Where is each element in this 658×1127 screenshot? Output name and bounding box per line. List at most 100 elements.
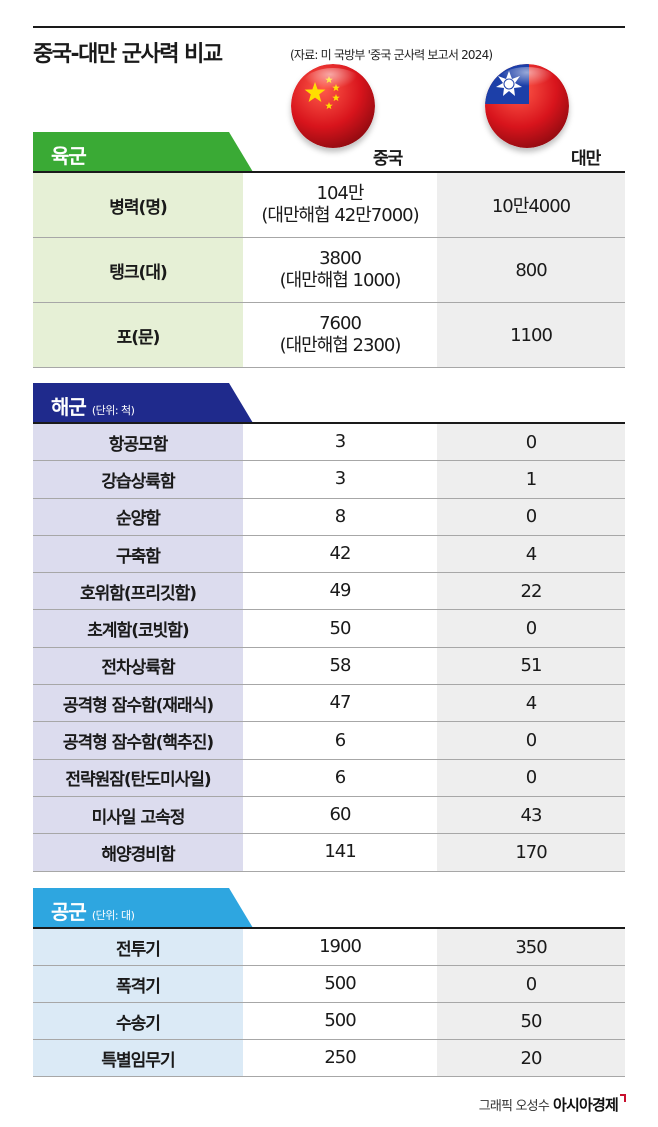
navy-unit: (단위: 척)	[91, 404, 135, 417]
air-header-shape	[33, 888, 253, 928]
navy-divider	[33, 422, 625, 424]
table-row: 미사일 고속정 60 43	[33, 796, 625, 835]
table-row: 공격형 잠수함(재래식) 47 4	[33, 685, 625, 723]
top-rule	[33, 26, 625, 28]
navy-china-value: 60	[243, 796, 437, 834]
navy-taiwan-value: 51	[437, 647, 625, 685]
navy-taiwan-value: 0	[437, 610, 625, 647]
taiwan-flag-icon	[485, 64, 569, 148]
table-row: 수송기 500 50	[33, 1003, 625, 1040]
navy-title-text: 해군	[51, 395, 87, 419]
navy-section-header: 해군 (단위: 척)	[33, 383, 253, 423]
navy-row-label: 전략원잠(탄도미사일)	[33, 759, 243, 796]
china-strait-value: (대만해협 2300)	[279, 335, 402, 356]
air-row-label: 특별임무기	[33, 1040, 243, 1076]
brand-mark-icon	[620, 1094, 626, 1102]
air-china-value: 250	[243, 1040, 437, 1076]
air-taiwan-value: 20	[437, 1040, 625, 1076]
army-taiwan-value: 1100	[437, 303, 625, 367]
navy-china-value: 58	[243, 647, 437, 685]
navy-row-label: 강습상륙함	[33, 461, 243, 498]
navy-china-value: 3	[243, 461, 437, 498]
air-divider	[33, 927, 625, 929]
army-china-value: 7600 (대만해협 2300)	[243, 303, 437, 367]
navy-row-label: 미사일 고속정	[33, 796, 243, 834]
table-row: 포(문) 7600 (대만해협 2300) 1100	[33, 303, 625, 368]
table-row: 공격형 잠수함(핵추진) 6 0	[33, 722, 625, 760]
navy-taiwan-value: 4	[437, 685, 625, 722]
navy-row-label: 공격형 잠수함(핵추진)	[33, 722, 243, 759]
table-row: 초계함(코빗함) 50 0	[33, 610, 625, 648]
navy-row-label: 해양경비함	[33, 834, 243, 871]
navy-row-label: 호위함(프리깃함)	[33, 573, 243, 610]
taiwan-label: 대만	[571, 149, 601, 169]
navy-taiwan-value: 0	[437, 722, 625, 759]
air-table: 전투기 1900 350 폭격기 500 0 수송기 500 50 특별임무기 250 20	[33, 929, 625, 1077]
table-row: 해양경비함 141 170	[33, 834, 625, 872]
china-strait-value: (대만해협 1000)	[279, 270, 402, 291]
air-china-value: 500	[243, 1003, 437, 1039]
air-china-value: 1900	[243, 929, 437, 965]
navy-taiwan-value: 0	[437, 498, 625, 535]
navy-china-value: 6	[243, 722, 437, 759]
army-china-value: 104만 (대만해협 42만7000)	[243, 173, 437, 237]
army-divider	[33, 171, 625, 173]
china-main-value: 7600	[319, 313, 362, 334]
navy-header-shape	[33, 383, 253, 423]
navy-taiwan-value: 170	[437, 834, 625, 871]
navy-china-value: 49	[243, 573, 437, 610]
army-row-label: 병력(명)	[33, 173, 243, 237]
table-row: 전략원잠(탄도미사일) 6 0	[33, 759, 625, 797]
army-row-label: 포(문)	[33, 303, 243, 367]
table-row: 항공모함 3 0	[33, 424, 625, 462]
table-row: 강습상륙함 3 1	[33, 461, 625, 499]
table-row: 순양함 8 0	[33, 498, 625, 536]
credit-text: 그래픽 오성수	[478, 1099, 550, 1114]
air-taiwan-value: 0	[437, 966, 625, 1002]
army-row-label: 탱크(대)	[33, 238, 243, 302]
army-china-value: 3800 (대만해협 1000)	[243, 238, 437, 302]
air-china-value: 500	[243, 966, 437, 1002]
navy-row-label: 항공모함	[33, 424, 243, 461]
army-title: 육군	[51, 144, 87, 168]
air-section-header: 공군 (단위: 대)	[33, 888, 253, 928]
navy-row-label: 구축함	[33, 535, 243, 573]
navy-taiwan-value: 22	[437, 573, 625, 610]
table-row: 특별임무기 250 20	[33, 1040, 625, 1077]
table-row: 탱크(대) 3800 (대만해협 1000) 800	[33, 238, 625, 303]
table-row: 전차상륙함 58 51	[33, 647, 625, 686]
navy-china-value: 50	[243, 610, 437, 647]
china-label: 중국	[373, 149, 403, 169]
china-strait-value: (대만해협 42만7000)	[261, 205, 419, 226]
air-title-text: 공군	[51, 900, 87, 924]
brand-name: 아시아경제	[552, 1096, 619, 1114]
navy-row-label: 초계함(코빗함)	[33, 610, 243, 647]
air-taiwan-value: 50	[437, 1003, 625, 1039]
navy-china-value: 6	[243, 759, 437, 796]
page-title: 중국-대만 군사력 비교	[33, 42, 223, 67]
navy-taiwan-value: 1	[437, 461, 625, 498]
navy-row-label: 순양함	[33, 498, 243, 535]
table-row: 구축함 42 4	[33, 535, 625, 574]
air-title: 공군 (단위: 대)	[51, 896, 135, 925]
air-row-label: 수송기	[33, 1003, 243, 1039]
navy-row-label: 공격형 잠수함(재래식)	[33, 685, 243, 722]
china-main-value: 104만	[316, 183, 365, 204]
navy-china-value: 3	[243, 424, 437, 461]
table-row: 폭격기 500 0	[33, 966, 625, 1003]
table-row: 전투기 1900 350	[33, 929, 625, 966]
navy-china-value: 42	[243, 535, 437, 573]
army-taiwan-value: 800	[437, 238, 625, 302]
army-taiwan-value: 10만4000	[437, 173, 625, 237]
army-header-shape	[33, 132, 253, 172]
china-main-value: 3800	[319, 248, 362, 269]
credit: 그래픽 오성수 아시아경제	[479, 1094, 626, 1115]
air-taiwan-value: 350	[437, 929, 625, 965]
navy-china-value: 8	[243, 498, 437, 535]
navy-china-value: 47	[243, 685, 437, 722]
navy-taiwan-value: 0	[437, 759, 625, 796]
navy-taiwan-value: 43	[437, 796, 625, 834]
navy-taiwan-value: 4	[437, 535, 625, 573]
navy-table: 항공모함 3 0 강습상륙함 3 1 순양함 8 0 구축함 42 4 호위함(프리깃함) 49 22 초계함…	[33, 424, 625, 872]
table-row: 병력(명) 104만 (대만해협 42만7000) 10만4000	[33, 173, 625, 238]
